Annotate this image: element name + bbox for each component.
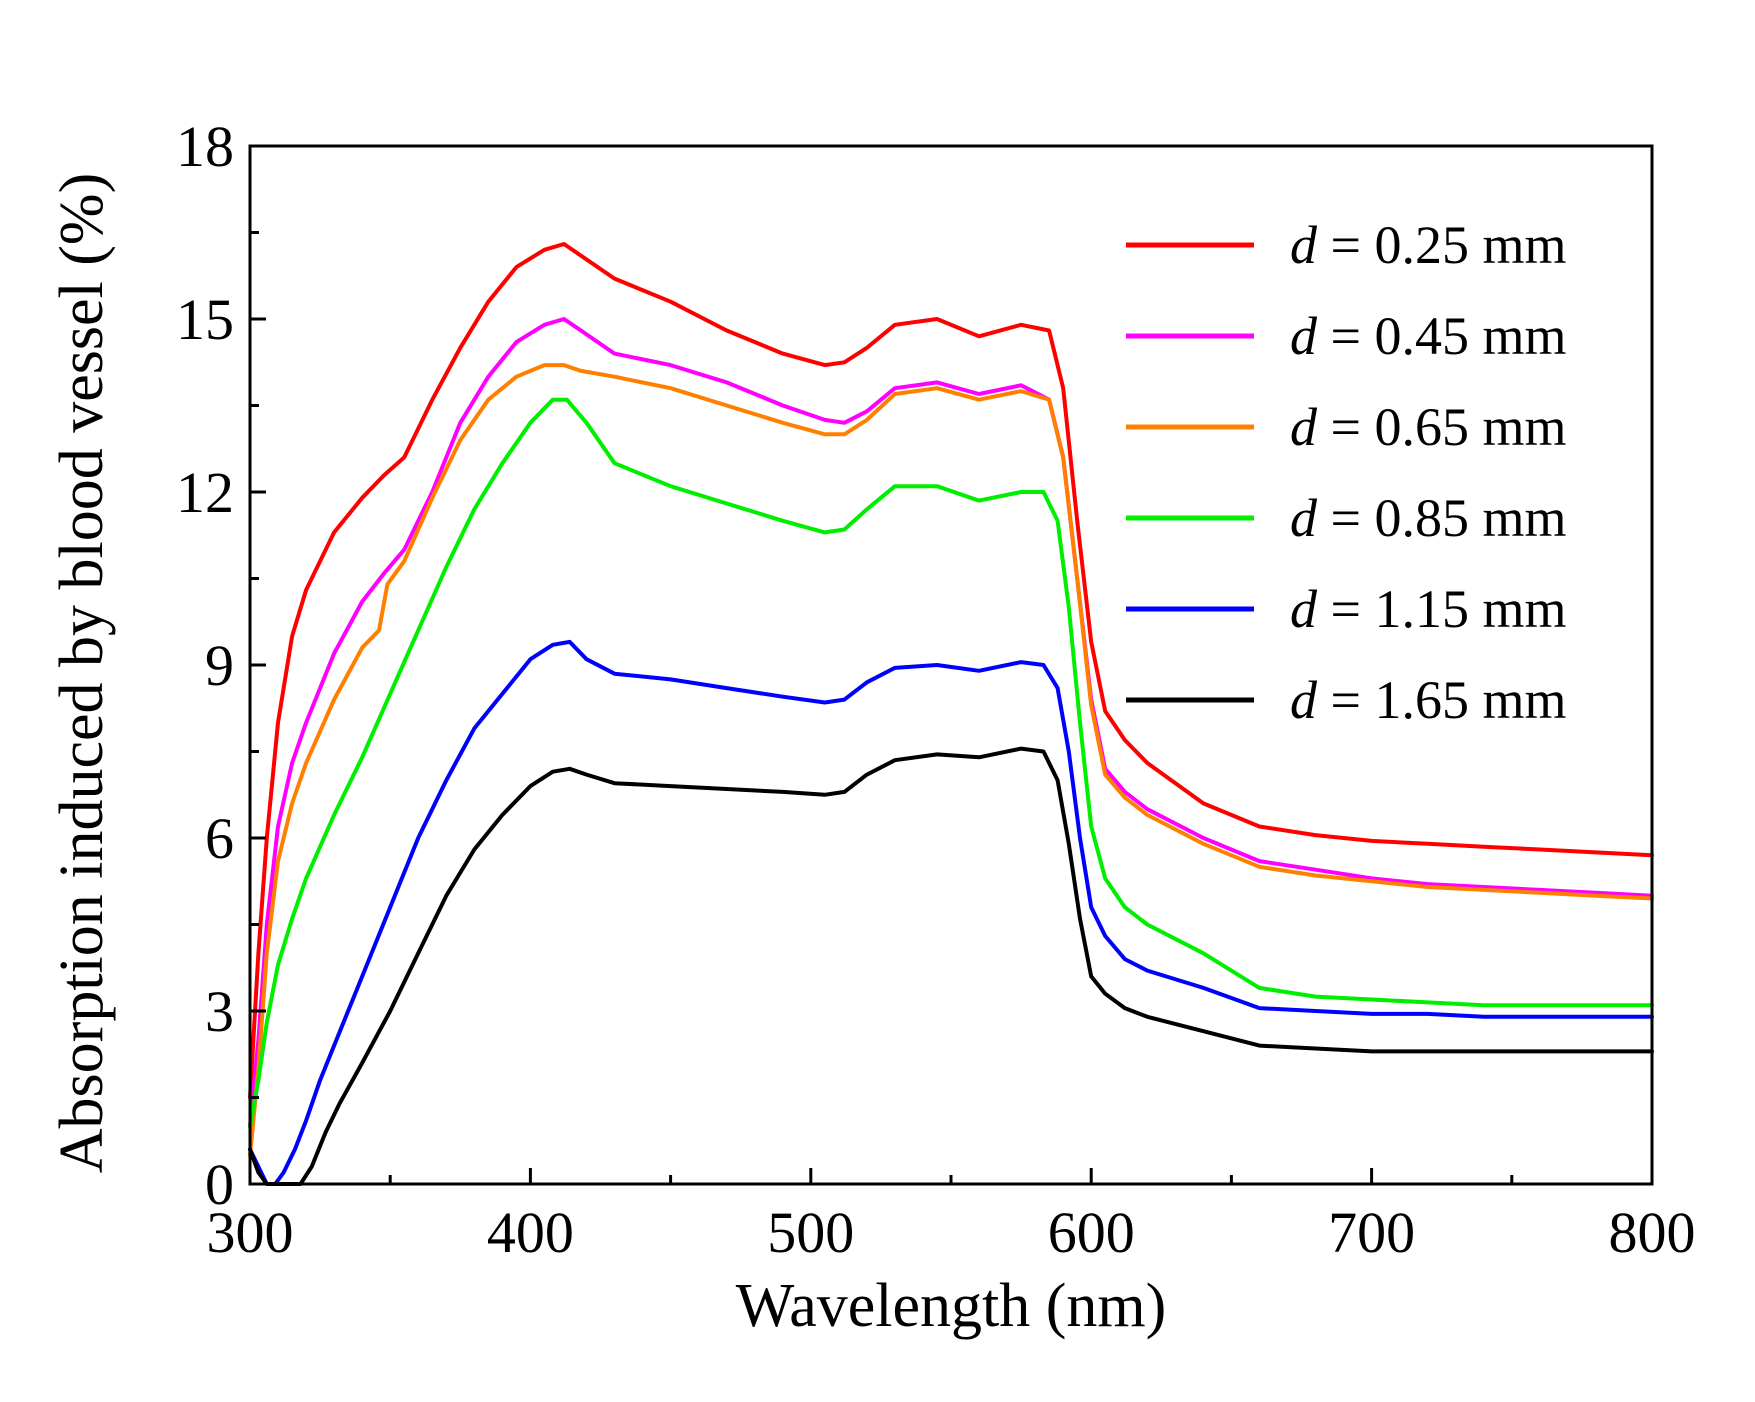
legend-label: d = 1.65 mm — [1290, 670, 1566, 730]
legend-variable: d — [1290, 215, 1318, 275]
y-tick-label: 9 — [205, 633, 234, 698]
legend-variable: d — [1290, 397, 1318, 457]
y-tick-label: 15 — [176, 287, 234, 352]
y-tick-label: 6 — [205, 806, 234, 871]
x-tick-label: 500 — [767, 1200, 854, 1265]
x-tick-label: 400 — [487, 1200, 574, 1265]
legend-variable: d — [1290, 579, 1318, 639]
series-line-5 — [248, 639, 1654, 1186]
series-line-6 — [248, 746, 1654, 1186]
legend-variable: d — [1290, 670, 1318, 730]
legend-value: = 0.25 mm — [1317, 215, 1566, 275]
tick-labels: 300 400 500 600 700 800 0 3 6 9 12 15 18 — [176, 114, 1696, 1265]
x-tick-label: 700 — [1328, 1200, 1415, 1265]
legend-label: d = 0.85 mm — [1290, 488, 1566, 548]
legend-variable: d — [1290, 306, 1318, 366]
legend-label: d = 0.65 mm — [1290, 397, 1566, 457]
legend-variable: d — [1290, 488, 1318, 548]
y-tick-label: 18 — [176, 114, 234, 179]
legend-label: d = 0.45 mm — [1290, 306, 1566, 366]
y-tick-label: 12 — [176, 460, 234, 525]
y-tick-label: 3 — [205, 979, 234, 1044]
x-tick-label: 800 — [1609, 1200, 1696, 1265]
series-lines — [248, 242, 1654, 1186]
x-axis-title: Wavelength (nm) — [736, 1272, 1167, 1340]
y-axis-title: Absorption induced by blood vessel (%) — [48, 173, 116, 1173]
axis-ticks — [248, 144, 1654, 1186]
x-tick-label: 300 — [207, 1200, 294, 1265]
legend-label: d = 0.25 mm — [1290, 215, 1566, 275]
legend-value: = 0.45 mm — [1317, 306, 1566, 366]
series-line-1 — [248, 242, 1654, 1100]
legend: d = 0.25 mmd = 0.45 mmd = 0.65 mmd = 0.8… — [1126, 215, 1566, 730]
legend-value: = 0.65 mm — [1317, 397, 1566, 457]
series-line-2 — [248, 317, 1654, 1129]
legend-value: = 0.85 mm — [1317, 488, 1566, 548]
series-line-3 — [248, 363, 1654, 1158]
legend-value: = 1.15 mm — [1317, 579, 1566, 639]
legend-value: = 1.65 mm — [1317, 670, 1566, 730]
series-line-4 — [248, 397, 1654, 1129]
legend-label: d = 1.15 mm — [1290, 579, 1566, 639]
y-tick-label: 0 — [205, 1152, 234, 1217]
x-tick-label: 600 — [1048, 1200, 1135, 1265]
